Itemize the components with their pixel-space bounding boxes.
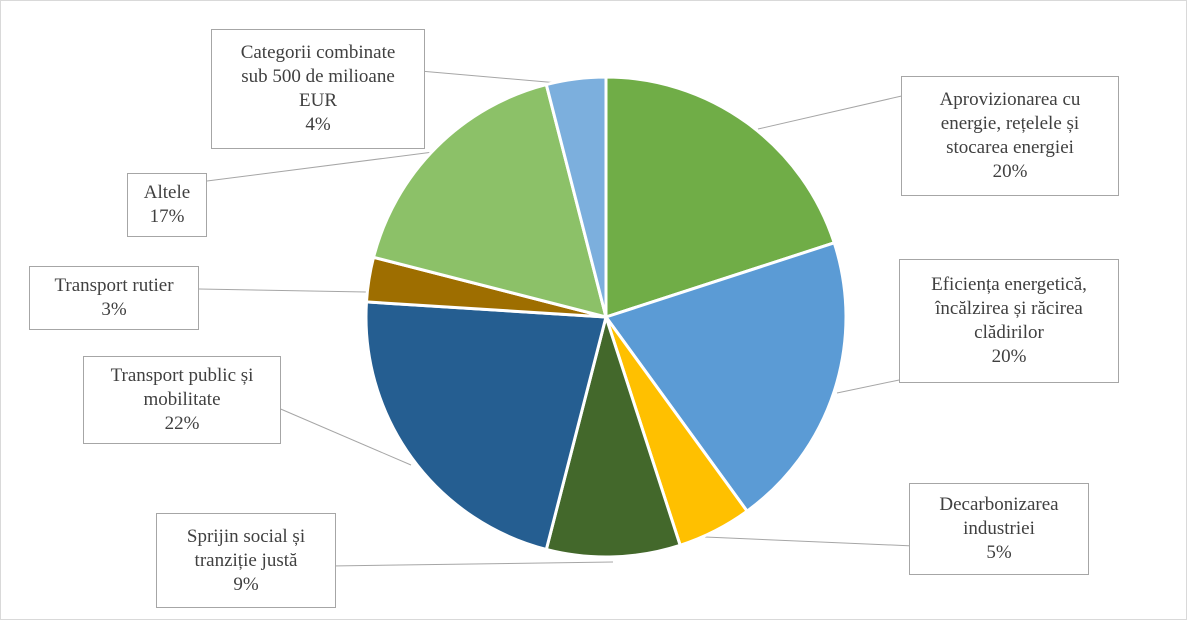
slice-label-line: Sprijin social și (186, 525, 306, 547)
leader-line (330, 561, 614, 567)
leader-line (757, 94, 907, 130)
slice-label-line: Transport rutier (54, 275, 174, 296)
leader-lines (198, 70, 915, 567)
leader-line (275, 406, 412, 466)
pie-slice (604, 241, 848, 513)
slice-label-line: energie, rețelele și (940, 113, 1080, 134)
slice-percent-label: 20% (991, 346, 1027, 367)
slice-label-line: încălzirea și răcirea (935, 298, 1083, 319)
leader-line (836, 378, 905, 394)
slice-label-line: Decarbonizarea (939, 494, 1059, 515)
slice-label-line: clădirilor (974, 322, 1044, 343)
slice-label-line: industriei (963, 518, 1035, 539)
slice-data-label: Decarbonizarea industriei 5% (909, 483, 1089, 575)
pie-slice (544, 75, 608, 319)
slice-percent-label: 9% (233, 573, 259, 595)
slice-label-line: Eficiența energetică, (931, 274, 1087, 295)
slice-data-label: Sprijin social și tranziție justă 9% (156, 513, 336, 608)
slice-label-line: stocarea energiei (946, 137, 1074, 158)
slice-label-line: mobilitate (143, 389, 221, 410)
leader-line (704, 536, 915, 547)
leader-line (206, 150, 442, 182)
pie-slices (364, 75, 848, 559)
slice-percent-label: 22% (164, 413, 200, 434)
slice-percent-label: 20% (992, 161, 1028, 182)
slice-data-label: Aprovizionarea cu energie, rețelele și sto… (901, 76, 1119, 196)
slice-percent-label: 17% (149, 206, 185, 227)
slice-data-label: Altele 17% (127, 173, 207, 237)
pie-slice (364, 300, 608, 551)
slice-label-line: tranziție justă (194, 549, 298, 571)
leader-line (419, 70, 571, 85)
slice-label-line: Categorii combinate (240, 42, 396, 63)
slice-label-line: Altele (143, 182, 191, 203)
slice-data-label: Transport public și mobilitate 22% (83, 356, 281, 444)
slice-label-line: Transport public și (110, 365, 254, 386)
slice-percent-label: 3% (101, 299, 127, 320)
slice-label-line: Aprovizionarea cu (939, 89, 1081, 110)
slice-data-label: Categorii combinate sub 500 de milioane EU… (211, 29, 425, 149)
slice-label-line: sub 500 de milioane (241, 66, 395, 87)
slice-data-label: Eficiența energetică, încălzirea și răcir… (899, 259, 1119, 383)
pie-slice (372, 83, 608, 319)
slice-percent-label: 5% (986, 542, 1012, 563)
slice-data-label: Transport rutier 3% (29, 266, 199, 330)
leader-line (198, 288, 367, 293)
pie-slice (544, 315, 682, 559)
pie-slice (604, 75, 836, 319)
slice-label-line: EUR (299, 90, 337, 111)
slice-percent-label: 4% (305, 114, 331, 135)
